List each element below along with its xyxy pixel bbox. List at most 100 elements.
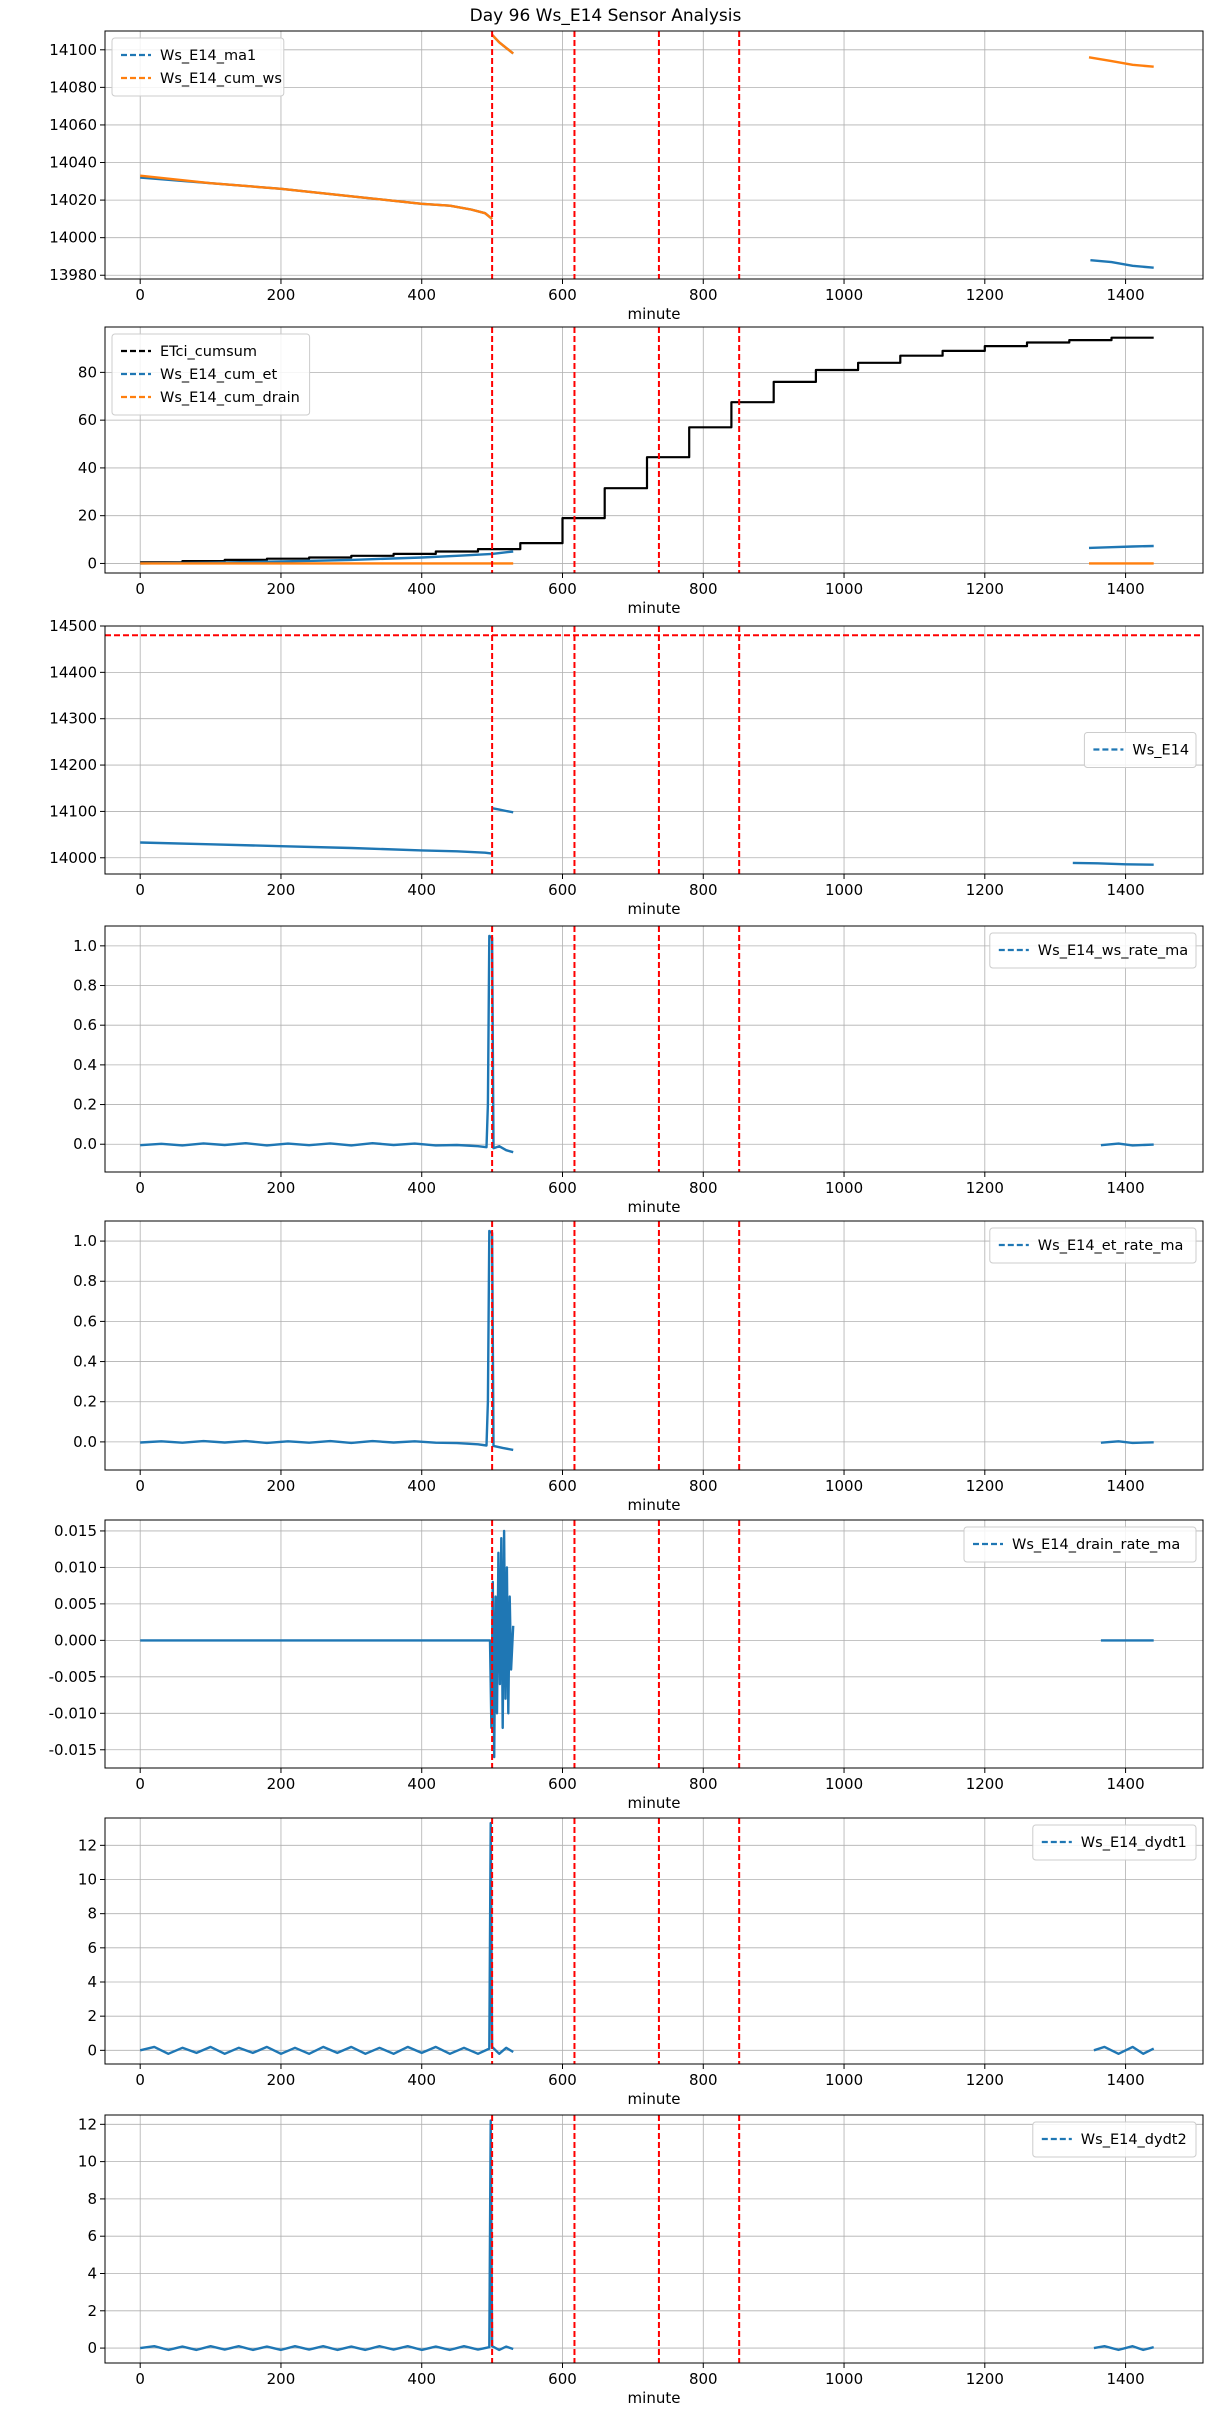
x-tick-label: 1000 xyxy=(825,580,863,598)
x-tick-label: 1400 xyxy=(1106,2370,1144,2388)
x-tick-label: 600 xyxy=(548,1179,577,1197)
y-tick-label: 0 xyxy=(87,2339,97,2357)
x-tick-label: 200 xyxy=(267,580,296,598)
series-line-ETci_cumsum xyxy=(140,336,1154,564)
plot-area xyxy=(140,327,1154,573)
x-tick-label: 1400 xyxy=(1106,2071,1144,2089)
legend-label: Ws_E14_cum_drain xyxy=(160,390,300,406)
y-tick-label: 14060 xyxy=(49,116,97,134)
x-axis-label: minute xyxy=(628,1794,681,1812)
y-tick-label: 0.005 xyxy=(54,1595,97,1613)
legend: Ws_E14_ma1 Ws_E14_cum_ws xyxy=(111,37,285,97)
x-tick-label: 800 xyxy=(689,1477,718,1495)
x-tick-label: 1000 xyxy=(825,1179,863,1197)
legend-box xyxy=(1083,732,1197,768)
y-tick-label: 4 xyxy=(87,2264,97,2282)
plot-area xyxy=(140,926,1154,1172)
plot-area xyxy=(105,626,1203,874)
series-line-Ws_E14_et_rate_ma xyxy=(140,1229,514,1452)
axes-frame xyxy=(104,925,1204,1173)
subplot-8: 0 200 400 600 800 1000 1200 1400 0 2 4 6 8 10 12 minute… xyxy=(78,2114,1204,2407)
x-tick-label: 200 xyxy=(267,2071,296,2089)
y-tick-label: 0.2 xyxy=(73,1096,97,1114)
x-tick-label: 0 xyxy=(135,1477,145,1495)
legend: Ws_E14_dydt2 xyxy=(1032,2121,1197,2158)
y-tick-label: 14100 xyxy=(49,802,97,820)
x-axis-label: minute xyxy=(628,1496,681,1514)
x-tick-label: 1400 xyxy=(1106,1775,1144,1793)
x-tick-label: 400 xyxy=(407,1477,436,1495)
axes-frame xyxy=(104,30,1204,280)
x-tick-label: 400 xyxy=(407,881,436,899)
series-line-Ws_E14_cum_et xyxy=(1088,544,1154,550)
x-tick-label: 1200 xyxy=(966,580,1004,598)
x-tick-label: 400 xyxy=(407,2071,436,2089)
legend-label: ETci_cumsum xyxy=(160,344,257,360)
subplot-2: 0 200 400 600 800 1000 1200 1400 0 20 40 60 80 minute… xyxy=(78,326,1204,617)
x-tick-label: 1000 xyxy=(825,1477,863,1495)
y-tick-label: 14020 xyxy=(49,191,97,209)
x-tick-label: 600 xyxy=(548,2071,577,2089)
legend-box xyxy=(111,37,285,97)
x-tick-label: 600 xyxy=(548,286,577,304)
x-axis-label: minute xyxy=(628,900,681,918)
y-tick-label: 14400 xyxy=(49,663,97,681)
series-line-Ws_E14_et_rate_ma xyxy=(1100,1440,1154,1445)
x-tick-label: 800 xyxy=(689,580,718,598)
x-tick-label: 600 xyxy=(548,881,577,899)
x-tick-label: 1000 xyxy=(825,2071,863,2089)
legend-label: Ws_E14_dydt2 xyxy=(1081,2132,1187,2148)
legend-box xyxy=(963,1526,1197,1563)
subplot-7: 0 200 400 600 800 1000 1200 1400 0 2 4 6 8 10 12 minute… xyxy=(78,1817,1204,2108)
x-tick-label: 1000 xyxy=(825,1775,863,1793)
y-tick-label: 14000 xyxy=(49,229,97,247)
plot-area xyxy=(140,1520,1154,1768)
legend-label: Ws_E14_ma1 xyxy=(160,48,256,64)
legend-box xyxy=(1032,2121,1197,2158)
legend-label: Ws_E14_dydt1 xyxy=(1081,1835,1187,1851)
x-tick-label: 1000 xyxy=(825,881,863,899)
axes-frame xyxy=(104,1817,1204,2065)
x-tick-label: 1400 xyxy=(1106,580,1144,598)
x-tick-label: 200 xyxy=(267,1775,296,1793)
y-tick-label: 6 xyxy=(87,1939,97,1957)
y-tick-label: 1.0 xyxy=(73,1232,97,1250)
x-tick-label: 0 xyxy=(135,2071,145,2089)
subplot-6: 0 200 400 600 800 1000 1200 1400 -0.015 -0.010 -0.… xyxy=(49,1519,1204,1812)
y-tick-label: 14080 xyxy=(49,78,97,96)
plot-area xyxy=(139,1818,1155,2064)
y-tick-label: 12 xyxy=(78,1836,97,1854)
y-tick-label: 4 xyxy=(87,1973,97,1991)
x-tick-label: 1200 xyxy=(966,2071,1004,2089)
x-tick-label: 200 xyxy=(267,1477,296,1495)
subplot-4: 0 200 400 600 800 1000 1200 1400 0.0 0.2 0.4 0.6 0.8… xyxy=(73,925,1204,1216)
legend-box xyxy=(989,1227,1197,1264)
x-tick-label: 0 xyxy=(135,1775,145,1793)
x-tick-label: 0 xyxy=(135,881,145,899)
y-tick-label: 10 xyxy=(78,1871,97,1889)
x-axis-label: minute xyxy=(628,599,681,617)
x-tick-label: 1000 xyxy=(825,286,863,304)
y-tick-label: 14200 xyxy=(49,756,97,774)
axes-frame xyxy=(104,1220,1204,1471)
y-tick-label: 13980 xyxy=(49,266,97,284)
x-tick-label: 1400 xyxy=(1106,881,1144,899)
series-line-Ws_E14 xyxy=(491,807,514,814)
plot-area xyxy=(140,1221,1154,1470)
x-tick-label: 800 xyxy=(689,1775,718,1793)
legend-box xyxy=(111,333,311,416)
y-tick-label: 0.010 xyxy=(54,1558,97,1576)
y-tick-label: 8 xyxy=(87,1905,97,1923)
legend: ETci_cumsum Ws_E14_cum_et Ws_E14_cum_drain xyxy=(111,333,311,416)
series-line-Ws_E14_dydt1 xyxy=(139,1821,514,2055)
plot-area xyxy=(140,2115,1154,2363)
legend-label: Ws_E14 xyxy=(1132,743,1189,759)
series-line-Ws_E14_dydt2 xyxy=(1093,2345,1154,2352)
y-tick-label: 0.0 xyxy=(73,1433,97,1451)
subplot-1: 0 200 400 600 800 1000 1200 1400 13980 14000 14020… xyxy=(49,30,1204,323)
subplot-panels: 0 200 400 600 800 1000 1200 1400139801400014020… xyxy=(49,30,1204,2407)
y-tick-label: 0 xyxy=(87,554,97,572)
series-line-Ws_E14_cum_ws xyxy=(491,33,514,55)
y-tick-label: -0.010 xyxy=(49,1704,97,1722)
